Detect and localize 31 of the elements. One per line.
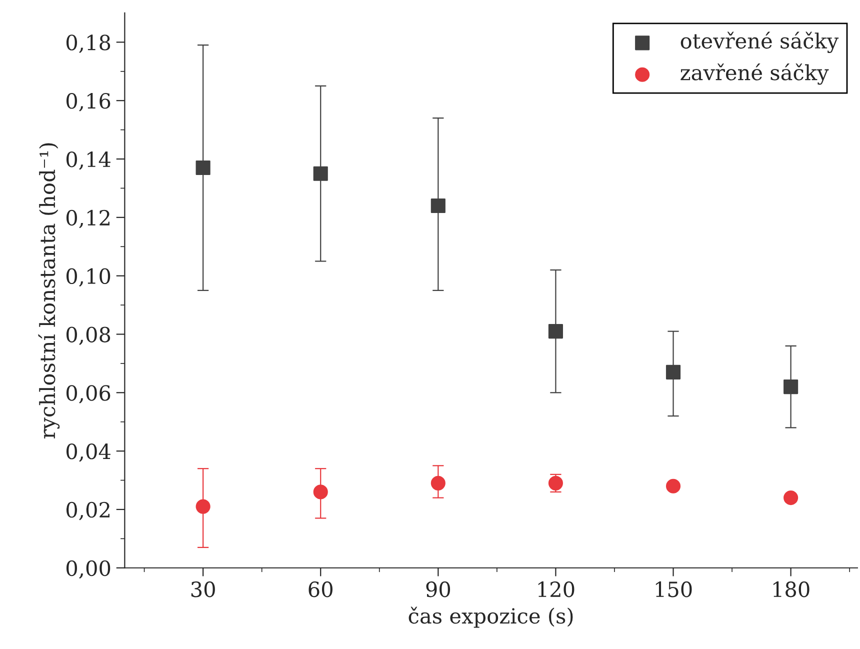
point bbox=[313, 484, 328, 500]
y-tick-label: 0,04 bbox=[66, 444, 110, 462]
point bbox=[196, 499, 210, 514]
point bbox=[784, 380, 798, 394]
y-tick-label: 0,00 bbox=[66, 560, 110, 579]
point bbox=[313, 166, 328, 181]
x-tick-label: 30 bbox=[191, 581, 215, 598]
y-tick-label: 0,14 bbox=[66, 151, 110, 170]
x-tick-label: 90 bbox=[426, 581, 450, 598]
y-tick-label: 0,12 bbox=[66, 210, 110, 228]
point bbox=[548, 324, 563, 339]
y-tick-label: 0,16 bbox=[66, 93, 110, 112]
x-tick-label: 120 bbox=[538, 581, 574, 598]
y-tick-label: 0,08 bbox=[66, 326, 110, 345]
x-axis-title: čas expozice (s) bbox=[408, 606, 573, 628]
x-tick-label: 180 bbox=[773, 581, 810, 598]
legend-label: otevřené sáčky bbox=[680, 32, 839, 54]
x-tick-label: 150 bbox=[656, 581, 692, 598]
point bbox=[784, 490, 798, 506]
y-tick-label: 0,02 bbox=[66, 502, 110, 520]
point bbox=[196, 160, 210, 176]
point bbox=[666, 478, 681, 494]
y-axis-title: rychlostní konstanta (hod⁻¹) bbox=[38, 143, 60, 438]
y-tick-label: 0,10 bbox=[66, 268, 110, 287]
point bbox=[430, 476, 446, 490]
point bbox=[666, 364, 681, 380]
point bbox=[430, 198, 446, 214]
legend-label: zavřené sáčky bbox=[680, 63, 829, 85]
y-tick-label: 0,18 bbox=[66, 34, 110, 53]
x-tick-label: 60 bbox=[308, 581, 332, 598]
y-tick-label: 0,06 bbox=[66, 385, 110, 404]
